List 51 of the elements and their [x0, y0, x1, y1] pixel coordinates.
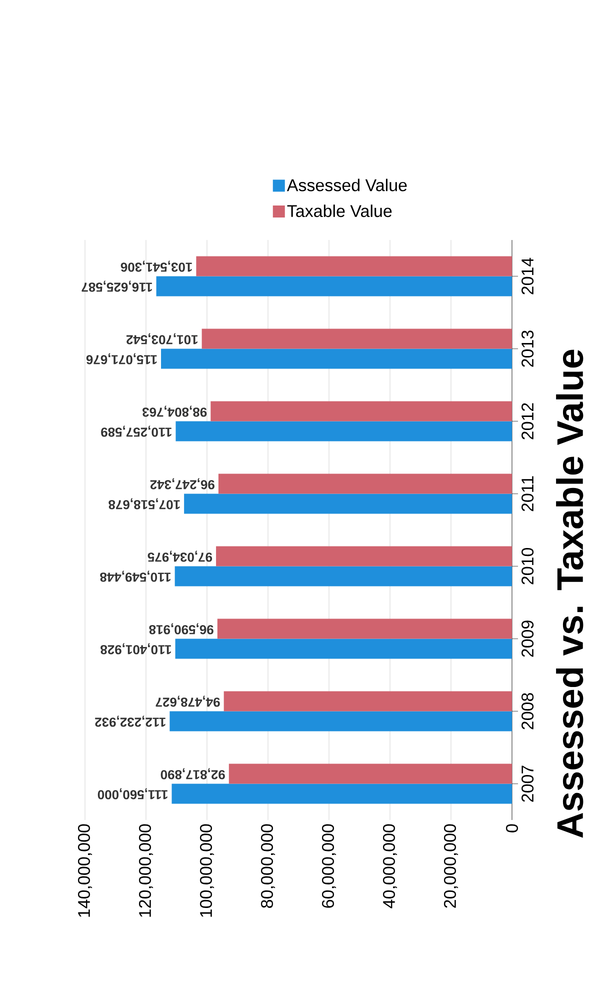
- bar: [217, 618, 512, 639]
- data-label: 110,401,928: [100, 643, 171, 654]
- data-label: 110,257,589: [101, 426, 172, 437]
- y-tick-label: 2012: [522, 403, 534, 440]
- data-label: 97,034,975: [148, 550, 212, 562]
- legend-label: Assessed Value: [286, 178, 407, 192]
- data-label: 116,625,587: [82, 280, 152, 292]
- bar: [156, 276, 512, 296]
- y-tick-label: 2013: [522, 330, 534, 367]
- bar: [218, 474, 512, 494]
- bar: [216, 546, 512, 566]
- bar: [175, 638, 512, 659]
- x-tick-label: 0: [506, 824, 518, 832]
- data-label: 111,560,000: [98, 788, 168, 800]
- x-tick-label: 40,000,000: [382, 824, 398, 908]
- bar: [172, 784, 512, 804]
- legend-label: Taxable Value: [287, 204, 392, 218]
- bar: [202, 328, 512, 349]
- bar: [176, 421, 512, 442]
- x-tick-label: 60,000,000: [322, 824, 336, 908]
- x-tick-label: 120,000,000: [138, 824, 154, 917]
- bar: [196, 256, 512, 276]
- data-label: 107,518,678: [108, 498, 180, 510]
- y-tick-label: 2007: [522, 766, 534, 802]
- data-label: 110,549,448: [100, 570, 170, 582]
- text: Assessed vs. Taxable Value: [556, 350, 584, 838]
- y-tick-label: 2014: [522, 258, 534, 294]
- bar: [228, 764, 512, 784]
- y-tick-label: 2011: [522, 476, 534, 512]
- data-label: 112,232,932: [95, 716, 166, 727]
- x-tick-label: 20,000,000: [444, 824, 458, 908]
- y-tick-label: 2009: [522, 620, 534, 657]
- data-label: 92,817,890: [160, 768, 225, 780]
- data-label: 103,541,306: [120, 260, 192, 272]
- bar: [184, 494, 512, 514]
- bar: [210, 401, 512, 422]
- y-tick-label: 2010: [522, 548, 534, 584]
- data-label: 96,247,342: [150, 478, 214, 490]
- bar: [174, 566, 512, 586]
- data-label: 94,478,627: [156, 696, 220, 707]
- data-label: 115,071,676: [86, 353, 157, 364]
- bar: [170, 711, 512, 732]
- bar: [161, 348, 512, 369]
- data-label: 101,703,542: [126, 333, 198, 344]
- data-label: 98,804,763: [142, 406, 207, 417]
- x-tick-label: 100,000,000: [200, 824, 214, 917]
- y-tick-label: 2008: [522, 693, 534, 730]
- bar: [224, 691, 512, 712]
- x-tick-label: 140,000,000: [78, 824, 92, 917]
- x-tick-label: 80,000,000: [260, 824, 276, 908]
- data-label: 96,590,918: [149, 623, 214, 634]
